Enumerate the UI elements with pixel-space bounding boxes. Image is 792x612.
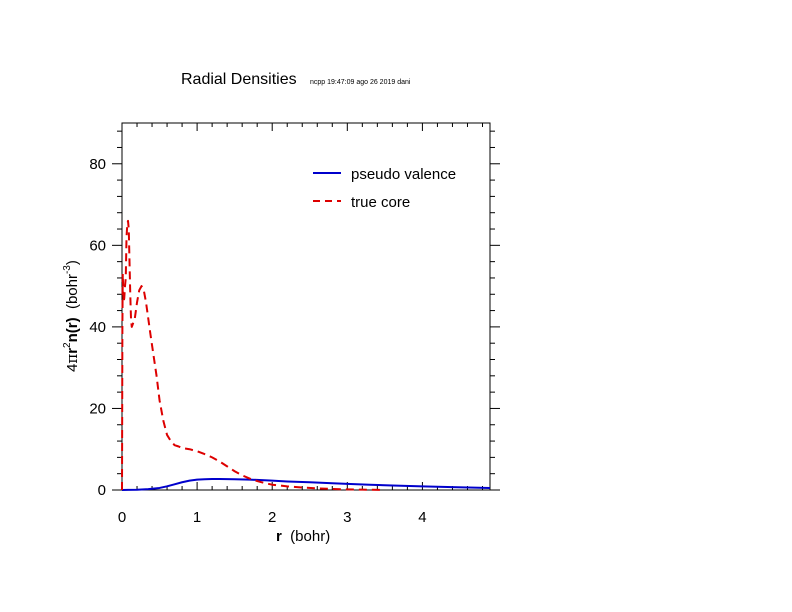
x-tick-label: 3 bbox=[343, 509, 351, 526]
series-line-true-core bbox=[121, 219, 385, 491]
y-axis-label-close: ) bbox=[64, 260, 81, 265]
y-axis-label-density: n(r) bbox=[64, 317, 81, 342]
y-axis-label: 4πr2n(r) (bohr-3) bbox=[62, 260, 81, 372]
y-tick-label: 80 bbox=[89, 156, 106, 173]
y-tick-label: 0 bbox=[98, 482, 106, 499]
y-axis-label-r: r bbox=[64, 348, 81, 354]
x-tick-label: 2 bbox=[268, 509, 276, 526]
y-tick-label: 40 bbox=[89, 319, 106, 336]
y-axis-label-pi: π bbox=[63, 354, 81, 364]
y-tick-label: 20 bbox=[89, 400, 106, 417]
y-tick-labels: 0 20 40 60 80 bbox=[89, 156, 106, 499]
x-axis-label-unit: (bohr) bbox=[282, 528, 330, 545]
series-layer bbox=[121, 219, 491, 491]
y-tick-label: 60 bbox=[89, 237, 106, 254]
x-tick-label: 0 bbox=[118, 509, 126, 526]
x-axis-label: r (bohr) bbox=[276, 528, 330, 545]
chart-subtitle: ncpp 19:47:09 ago 26 2019 dani bbox=[310, 79, 411, 86]
legend: pseudo valence true core bbox=[313, 166, 456, 211]
x-tick-label: 1 bbox=[193, 509, 201, 526]
legend-label-pseudo-valence: pseudo valence bbox=[351, 166, 456, 183]
y-axis-label-sup: -3 bbox=[62, 265, 73, 274]
y-axis-label-unit: (bohr bbox=[64, 274, 81, 317]
chart-title: Radial Densities bbox=[181, 71, 297, 88]
y-axis-label-prefix: 4 bbox=[64, 364, 81, 372]
series-line-pseudo-valence bbox=[121, 477, 491, 491]
x-axis-label-var: r bbox=[276, 528, 282, 545]
y-axis-label-sup2: 2 bbox=[62, 342, 73, 348]
legend-label-true-core: true core bbox=[351, 194, 410, 211]
x-tick-labels: 0 1 2 3 4 bbox=[118, 509, 427, 526]
x-tick-label: 4 bbox=[418, 509, 426, 526]
